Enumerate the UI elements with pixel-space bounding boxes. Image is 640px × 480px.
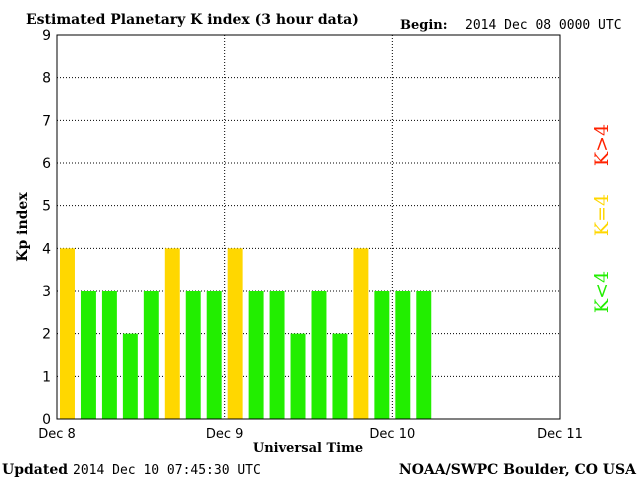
kp-bar [101,291,117,419]
y-tick-label: 2 [42,327,51,343]
updated-value: 2014 Dec 10 07:45:30 UTC [73,463,261,478]
grid-lines [57,35,560,419]
y-tick-label: 4 [42,241,51,257]
kp-bar [290,333,306,419]
kp-bar [332,333,348,419]
legend-item: K>4 [591,124,613,166]
x-tick-labels: Dec 8 Dec 9 Dec 10 Dec 11 [38,427,583,442]
x-tick-label: Dec 8 [38,427,76,442]
y-tick-label: 8 [42,71,51,87]
updated-label: Updated [2,462,68,478]
legend-item: K<4 [591,271,613,313]
kp-bar [248,291,264,419]
kp-bar [185,291,201,419]
kp-bar [227,248,243,419]
kp-bar [80,291,96,419]
kp-bar [416,291,432,419]
kp-bar [60,248,75,419]
kp-bar [122,333,138,419]
x-tick-label: Dec 10 [369,427,415,442]
y-tick-label: 1 [42,369,51,385]
legend-item: K=4 [591,194,613,236]
kp-bar [143,291,159,419]
kp-bar [164,248,180,419]
x-tick-label: Dec 9 [206,427,244,442]
kp-bar [353,248,369,419]
kp-bar [311,291,327,419]
x-axis-label: Universal Time [253,441,363,456]
plot-frame [56,34,561,420]
legend: K<4 K=4 K>4 [591,124,613,313]
kp-bar [269,291,285,419]
kp-bar [374,291,390,419]
y-tick-label: 5 [42,199,51,215]
y-axis-label: Kp index [15,192,31,262]
begin-value: 2014 Dec 08 0000 UTC [465,18,622,33]
begin-label: Begin: [400,18,448,33]
y-tick-label: 7 [42,113,51,129]
bars [60,248,432,419]
x-tick-label: Dec 11 [537,427,583,442]
y-tick-label: 9 [42,28,51,44]
source-credit: NOAA/SWPC Boulder, CO USA [399,462,637,478]
y-tick-labels: 0 1 2 3 4 5 6 7 8 9 [42,28,51,428]
kp-bar [395,291,411,419]
y-tick-label: 6 [42,156,51,172]
kp-bar [206,291,222,419]
y-tick-label: 0 [42,412,51,428]
y-tick-label: 3 [42,284,51,300]
chart-title: Estimated Planetary K index (3 hour data… [26,12,359,28]
